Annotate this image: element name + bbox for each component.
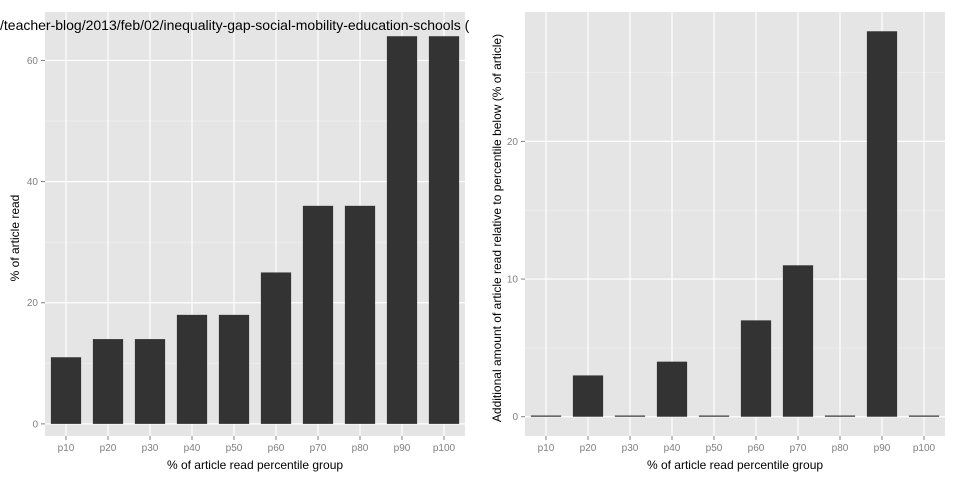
right-x-tick-label: p20 xyxy=(580,443,597,454)
right-x-tick-label: p60 xyxy=(748,443,765,454)
left-x-tick-label: p70 xyxy=(310,443,327,454)
right-bar-p60 xyxy=(740,320,772,417)
left-chart-title: /teacher-blog/2013/feb/02/inequality-gap… xyxy=(0,17,470,33)
left-x-tick-label: p10 xyxy=(58,443,75,454)
right-y-tick-label: 0 xyxy=(512,412,518,423)
left-bar-p70 xyxy=(302,205,334,424)
left-chart: 0 20 40 60 p10 p20 p30 p40 p50 p60 p70 p80 p90 p100 /… xyxy=(0,12,470,472)
left-x-tick-label: p60 xyxy=(268,443,285,454)
left-bar-p40 xyxy=(176,314,208,424)
right-x-axis-title: % of article read percentile group xyxy=(647,458,823,472)
left-y-tick-label: 40 xyxy=(27,177,39,188)
left-y-axis-title: % of article read xyxy=(8,195,22,282)
right-bar-p40 xyxy=(656,361,688,417)
right-chart: 0 10 20 p10 p20 p30 p40 p50 p60 p70 p80 p90 p100 % o… xyxy=(490,12,945,472)
right-x-tick-label: p50 xyxy=(706,443,723,454)
left-bar-p100 xyxy=(428,36,460,424)
right-y-tick-label: 20 xyxy=(507,137,519,148)
left-axis-ticks: 0 20 40 60 p10 p20 p30 p40 p50 p60 p70 p80 p90 p100 xyxy=(27,56,456,454)
left-bar-p50 xyxy=(218,314,250,424)
right-y-tick-label: 10 xyxy=(507,275,519,286)
left-x-tick-label: p30 xyxy=(142,443,159,454)
right-bar-p20 xyxy=(572,375,604,417)
right-bar-p10 xyxy=(530,415,562,417)
left-y-tick-label: 60 xyxy=(27,56,39,67)
left-y-tick-label: 0 xyxy=(32,419,38,430)
left-x-tick-label: p20 xyxy=(100,443,117,454)
right-bar-p100 xyxy=(908,415,940,417)
left-x-tick-label: p90 xyxy=(394,443,411,454)
right-y-axis-title: Additional amount of article read relati… xyxy=(490,34,504,422)
left-bar-p10 xyxy=(50,357,82,424)
left-x-tick-label: p100 xyxy=(433,443,456,454)
right-x-tick-label: p10 xyxy=(538,443,555,454)
right-x-tick-label: p80 xyxy=(832,443,849,454)
left-bar-p30 xyxy=(134,339,166,424)
right-axis-ticks: 0 10 20 p10 p20 p30 p40 p50 p60 p70 p80 p90 p100 xyxy=(507,137,936,454)
right-x-tick-label: p30 xyxy=(622,443,639,454)
left-bar-p80 xyxy=(344,205,376,424)
right-x-tick-label: p90 xyxy=(874,443,891,454)
left-bars xyxy=(50,36,460,424)
left-y-tick-label: 20 xyxy=(27,298,39,309)
left-x-tick-label: p40 xyxy=(184,443,201,454)
right-bar-p90 xyxy=(866,31,898,417)
right-bars xyxy=(530,31,940,417)
left-bar-p20 xyxy=(92,339,124,424)
right-bar-p30 xyxy=(614,415,646,417)
left-x-tick-label: p80 xyxy=(352,443,369,454)
right-x-tick-label: p70 xyxy=(790,443,807,454)
right-x-tick-label: p100 xyxy=(913,443,936,454)
right-x-tick-label: p40 xyxy=(664,443,681,454)
left-bar-p60 xyxy=(260,272,292,424)
right-bar-p70 xyxy=(782,265,814,417)
left-x-axis-title: % of article read percentile group xyxy=(167,458,343,472)
left-bar-p90 xyxy=(386,36,418,424)
left-x-tick-label: p50 xyxy=(226,443,243,454)
right-bar-p80 xyxy=(824,415,856,417)
right-bar-p50 xyxy=(698,415,730,417)
